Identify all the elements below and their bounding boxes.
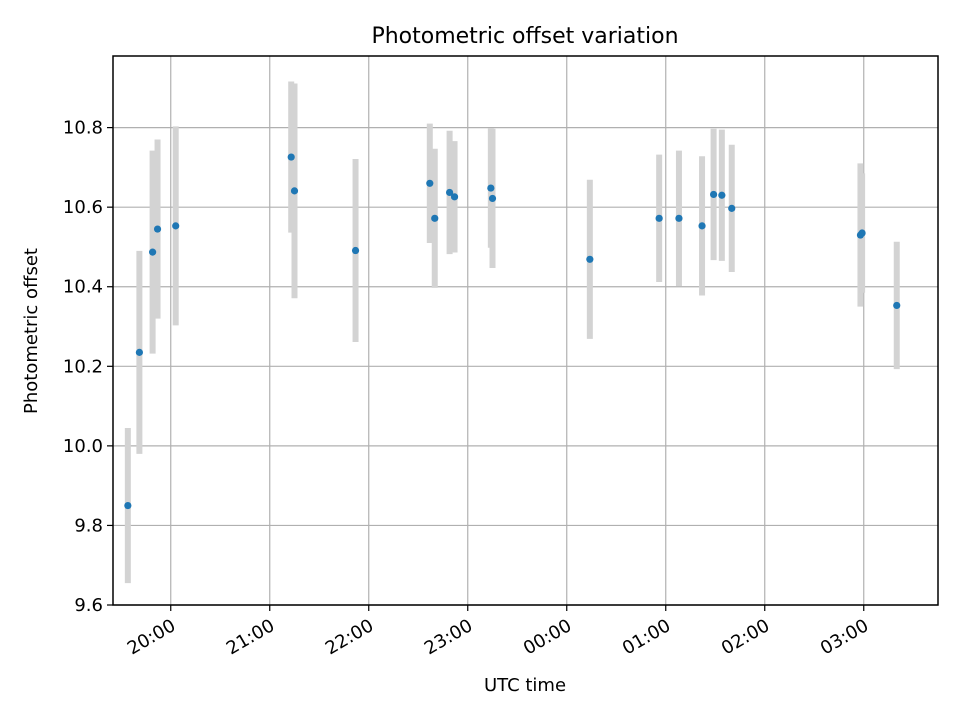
data-point: [893, 301, 901, 310]
data-point: [431, 214, 439, 222]
x-tick-label: 20:00: [124, 615, 179, 659]
data-point: [675, 214, 683, 222]
data-point: [124, 501, 132, 510]
data-point: [718, 191, 726, 199]
data-point: [446, 188, 454, 197]
x-tick-label: 02:00: [718, 615, 773, 659]
data-point: [153, 225, 162, 233]
chart-title: Photometric offset variation: [371, 24, 678, 49]
x-tick-label: 22:00: [322, 615, 377, 659]
data-point: [149, 248, 157, 256]
data-point: [287, 153, 295, 161]
x-axis-label: UTC time: [484, 675, 566, 696]
x-tick-label: 00:00: [520, 615, 575, 659]
y-axis-label: Photometric offset: [21, 248, 42, 414]
data-point: [450, 193, 459, 201]
data-point: [135, 348, 143, 356]
y-tick-label: 9.6: [74, 595, 103, 616]
data-point: [698, 222, 706, 230]
y-tick-label: 10.0: [63, 436, 103, 457]
data-point: [351, 246, 360, 255]
y-tick-label: 9.8: [74, 515, 103, 536]
error-bars: [124, 81, 900, 584]
data-point: [710, 190, 718, 199]
x-tick-label: 03:00: [817, 615, 872, 659]
data-point: [728, 204, 736, 212]
data-point: [426, 179, 434, 187]
data-point: [655, 214, 663, 222]
data-point: [858, 229, 866, 237]
y-tick-label: 10.6: [63, 197, 103, 218]
plot-frame: [112, 55, 939, 606]
x-tick-label: 01:00: [619, 615, 674, 659]
x-tick-label: 23:00: [421, 615, 476, 659]
data-point: [487, 184, 495, 192]
y-tick-label: 10.4: [63, 277, 103, 298]
data-point: [488, 194, 497, 203]
data-points: [124, 153, 901, 510]
y-tick-label: 10.2: [63, 356, 103, 377]
data-point: [586, 255, 594, 263]
data-point: [290, 187, 299, 195]
x-tick-label: 21:00: [223, 615, 278, 659]
data-point: [172, 222, 180, 230]
grid-layer: [113, 56, 938, 606]
y-tick-label: 10.8: [63, 118, 103, 139]
